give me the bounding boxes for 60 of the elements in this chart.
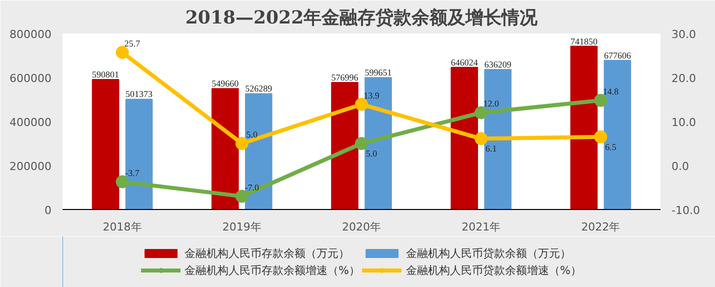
point xyxy=(474,106,488,120)
data-label: 677606 xyxy=(604,50,632,60)
y2-tick-label: 30.0 xyxy=(672,28,696,41)
legend-label: 金融机构人民币贷款余额增速（%） xyxy=(406,262,582,278)
point xyxy=(235,190,248,203)
data-label: 741850 xyxy=(570,36,598,46)
chart-title: 2018—2022年金融存贷款余额及增长情况 xyxy=(185,8,539,28)
bar xyxy=(244,93,272,210)
legend-label: 金融机构人民币存款余额增速（%） xyxy=(184,262,360,278)
point xyxy=(355,137,368,150)
y-tick-label: 800000 xyxy=(10,28,52,41)
data-label: 549660 xyxy=(212,78,240,89)
point xyxy=(474,132,488,146)
data-label: 6.5 xyxy=(605,142,617,152)
data-label: 576996 xyxy=(331,72,359,83)
data-label: 5.0 xyxy=(246,130,258,140)
bar xyxy=(92,79,120,210)
data-label: 5.0 xyxy=(366,148,378,158)
y-tick-label: 0 xyxy=(44,204,52,217)
y-tick-label: 400000 xyxy=(10,116,52,129)
bar xyxy=(450,66,478,210)
point xyxy=(235,137,248,150)
bar xyxy=(364,77,392,210)
x-tick-label: 2019年 xyxy=(222,220,262,234)
data-label: 526289 xyxy=(245,84,273,94)
bar xyxy=(212,88,239,210)
y2-tick-label: 10.0 xyxy=(672,116,696,129)
legend-label: 金融机构人民币贷款余额（万元） xyxy=(406,246,571,260)
x-tick-label: 2020年 xyxy=(342,220,382,234)
point xyxy=(116,46,129,59)
y2-tick-label: 0.0 xyxy=(672,160,689,173)
bar xyxy=(331,82,358,210)
data-label: 590801 xyxy=(92,70,120,80)
legend-label: 金融机构人民币存款余额（万元） xyxy=(184,246,350,260)
data-label: 501373 xyxy=(126,89,154,100)
bar xyxy=(570,46,598,210)
y2-tick-label: 20.0 xyxy=(672,72,696,85)
point xyxy=(594,130,608,144)
data-label: 25.7 xyxy=(124,38,141,48)
x-tick-label: 2021年 xyxy=(462,220,501,234)
bar xyxy=(604,60,632,210)
data-label: 646024 xyxy=(450,57,478,68)
data-label: 6.1 xyxy=(485,144,497,154)
data-label: 599651 xyxy=(364,68,392,78)
y-tick-label: 600000 xyxy=(10,72,52,85)
data-label: 13.9 xyxy=(364,90,380,100)
bar xyxy=(125,98,153,210)
point xyxy=(355,98,368,111)
point xyxy=(594,94,608,107)
data-label: 12.0 xyxy=(483,98,500,109)
x-tick-label: 2022年 xyxy=(581,220,620,234)
data-label: 636209 xyxy=(484,60,512,70)
y2-tick-label: -10.0 xyxy=(672,204,700,217)
data-label: -3.7 xyxy=(125,168,140,178)
bar xyxy=(484,69,512,210)
data-label: 14.8 xyxy=(602,86,620,96)
x-tick-label: 2018年 xyxy=(102,220,142,234)
y-tick-label: 200000 xyxy=(10,160,52,173)
point xyxy=(116,175,129,188)
data-label: -7.0 xyxy=(244,182,260,192)
